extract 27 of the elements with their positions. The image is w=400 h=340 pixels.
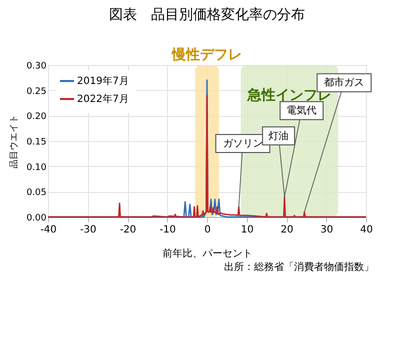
annotation: 電気代: [286, 106, 317, 117]
legend-label: 2019年7月: [77, 75, 129, 87]
x-tick-label: 30: [320, 224, 334, 236]
y-tick-label: 0.10: [26, 162, 47, 173]
text: 出所：総務省「消費者物価指数」: [224, 261, 374, 273]
x-tick-label: -30: [80, 224, 96, 236]
y-tick-label: 0.00: [26, 214, 47, 224]
x-tick-label: 40: [360, 224, 373, 236]
annotation: 都市ガス: [324, 76, 364, 89]
annotation: ガソリン: [222, 138, 263, 150]
legend-label: 2022年7月: [77, 93, 129, 105]
x-tick-label: -40: [40, 224, 57, 236]
y-tick-label: 0.20: [26, 112, 47, 122]
chart-title: 図表 品目別価格変化率の分布: [109, 7, 305, 23]
y-tick-label: 0.30: [26, 62, 47, 72]
annotation: 灯油: [268, 130, 289, 142]
x-axis-title: 前年比、パーセント: [162, 248, 252, 260]
band-label: 慢性デフレ: [171, 47, 242, 63]
y-axis-title: 品目ウエイト: [8, 114, 20, 168]
y-tick-label: 0.15: [26, 138, 46, 148]
x-tick-label: -20: [120, 224, 136, 236]
x-tick-label: 10: [240, 224, 254, 236]
x-tick-label: 20: [280, 224, 294, 236]
x-tick-label: 0: [204, 224, 211, 236]
x-tick-label: -10: [160, 224, 176, 236]
y-tick-label: 0.25: [26, 86, 46, 97]
y-tick-label: 0.05: [26, 188, 46, 198]
